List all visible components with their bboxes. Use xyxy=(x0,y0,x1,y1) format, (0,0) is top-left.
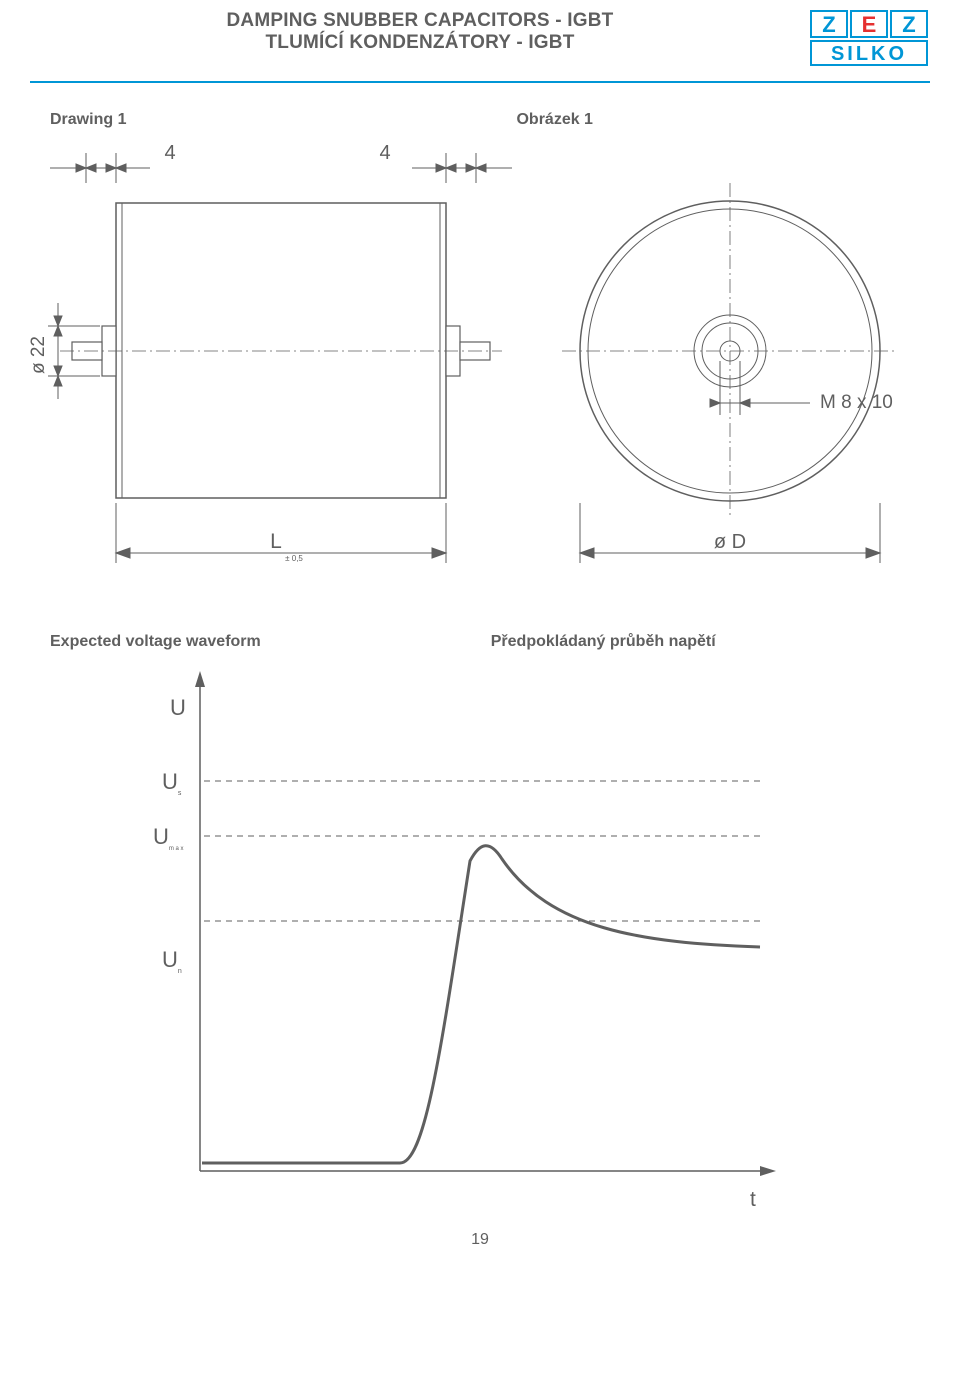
waveform-label-right: Předpokládaný průběh napětí xyxy=(491,633,716,651)
logo-letter-z2: Z xyxy=(902,12,915,37)
thread-label: M 8 x 10 xyxy=(820,392,893,413)
length-tol: ± 0,5 xyxy=(285,554,303,563)
bolt-len-left: 4 xyxy=(164,143,175,164)
logo-silko: SILKO xyxy=(831,43,907,65)
dia-label: ø D xyxy=(714,531,746,553)
technical-drawing: 4 4 xyxy=(30,143,930,603)
voltage-curve xyxy=(202,846,760,1163)
length-label: L xyxy=(270,530,282,553)
drawing-label-left: Drawing 1 xyxy=(50,111,126,129)
drawing-label-right: Obrázek 1 xyxy=(516,111,592,129)
y-axis-label: U xyxy=(170,695,186,720)
waveform-label-left: Expected voltage waveform xyxy=(50,633,261,651)
capacitor-body xyxy=(116,203,446,498)
voltage-waveform-chart: U t Us Um a x Un xyxy=(140,661,840,1221)
brand-logo: Z E Z SILKO xyxy=(810,10,930,73)
un-label: Un xyxy=(162,947,182,975)
us-label: Us xyxy=(162,769,182,797)
front-view: M 8 x 10 ø D xyxy=(562,183,898,563)
umax-label: Um a x xyxy=(153,824,184,852)
logo-letter-z: Z xyxy=(822,12,835,37)
page-number: 19 xyxy=(0,1231,960,1269)
flange-dia-label: ø 22 xyxy=(30,336,49,374)
header-subtitle: TLUMÍCÍ KONDENZÁTORY - IGBT xyxy=(30,32,810,54)
page-header: DAMPING SNUBBER CAPACITORS - IGBT TLUMÍC… xyxy=(0,0,960,83)
header-title: DAMPING SNUBBER CAPACITORS - IGBT xyxy=(30,10,810,32)
bolt-len-right: 4 xyxy=(379,143,390,164)
x-axis-label: t xyxy=(750,1188,756,1211)
logo-letter-e: E xyxy=(862,12,877,37)
side-view: 4 4 xyxy=(30,143,512,563)
axes xyxy=(195,671,776,1176)
